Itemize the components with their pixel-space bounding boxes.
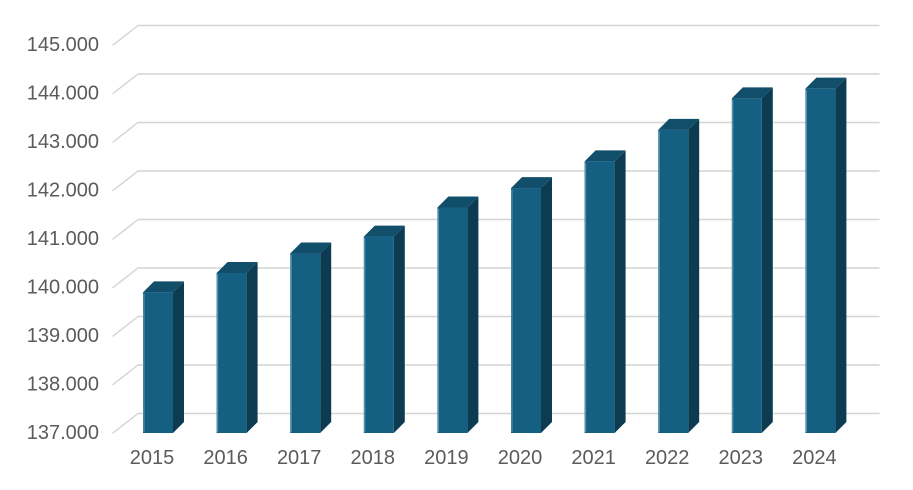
bar-top-face [437,196,479,208]
y-axis-labels: 137.000 138.000 139.000 140.000 141.000 142.0… [27,34,99,444]
bar-2016 [216,261,258,433]
bar-2021 [584,150,626,433]
gridline-tick-diagonal [112,315,139,337]
y-tick-label: 142.000 [27,180,99,202]
gridline-tick-diagonal [112,170,139,192]
bar-front-face [363,236,394,433]
x-tick-label: 2022 [645,447,690,469]
bar-front-face [584,161,615,433]
y-tick-label: 141.000 [27,228,99,250]
gridline-tick-diagonal [112,73,139,95]
bar-side-face [835,77,847,434]
bar-front-face [731,98,762,433]
gridline-tick-diagonal [112,412,139,434]
x-tick-label: 2020 [498,447,543,469]
gridline-tick-diagonal [112,364,139,386]
bar-top-face [363,225,405,237]
bar-top-face [805,77,847,89]
bar-top-face [143,281,184,293]
y-tick-label: 140.000 [27,277,99,299]
bar-front-face [143,292,173,433]
bar-side-face [246,261,258,433]
y-tick-label: 145.000 [27,34,99,56]
bar-top-face [290,242,332,254]
bar-2018 [363,225,405,433]
bar-front-face [511,188,541,433]
bar-top-face [731,87,773,99]
bar-side-face [320,242,332,433]
bar-front-face [805,88,836,434]
bar-side-face [541,177,552,433]
gridline-tick-diagonal [112,267,139,289]
bar-front-face [437,207,468,433]
bar-front-face [290,253,321,433]
x-tick-label: 2016 [203,447,248,469]
y-tick-label: 143.000 [27,131,99,153]
bar-2024 [805,77,847,434]
y-tick-label: 139.000 [27,325,99,347]
bar-2023 [731,87,773,433]
x-tick-label: 2019 [424,447,469,469]
gridline-tick-diagonal [112,24,139,46]
bar-side-face [467,196,479,433]
x-tick-label: 2024 [792,447,837,469]
bar-top-face [216,261,258,273]
bar-2017 [290,242,332,433]
bar-top-face [584,150,626,162]
bar-side-face [173,281,184,433]
bar-side-face [393,225,405,433]
bar-side-face [761,87,773,433]
x-tick-label: 2015 [130,447,175,469]
bar-top-face [511,177,552,189]
bar-front-face [658,129,689,433]
y-tick-label: 144.000 [27,83,99,105]
bar-2022 [658,118,700,433]
bar-side-face [688,118,700,433]
y-tick-label: 137.000 [27,422,99,444]
x-tick-label: 2021 [571,447,616,469]
y-tick-label: 138.000 [27,374,99,396]
bar-2020 [511,177,552,433]
gridline-tick-diagonal [112,218,139,240]
bar-front-face [216,272,247,433]
bar-2019 [437,196,479,433]
bar-side-face [614,150,626,433]
x-tick-label: 2023 [719,447,764,469]
bars [143,77,847,434]
x-tick-label: 2017 [277,447,322,469]
x-tick-label: 2018 [351,447,396,469]
bar-top-face [658,118,700,130]
x-axis-labels: 2015 2016 2017 2018 2019 2020 2021 2022 2023 2024 [130,447,837,469]
bar-2015 [143,281,184,433]
gridline-tick-diagonal [112,121,139,143]
